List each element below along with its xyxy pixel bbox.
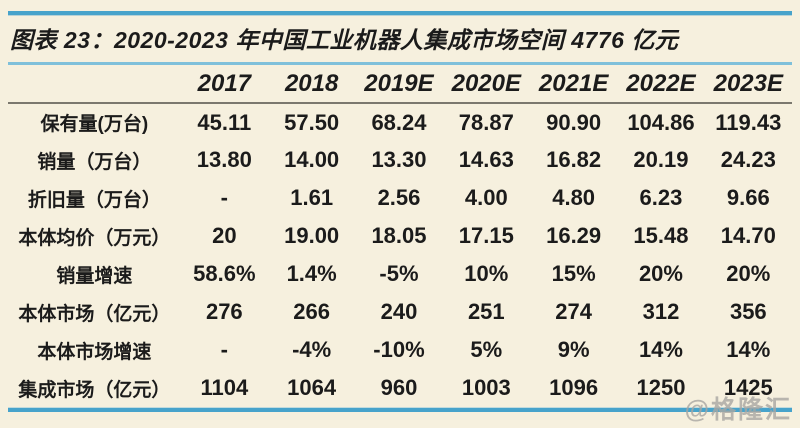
value-cell: 119.43 bbox=[715, 109, 782, 135]
value-cell: 266 bbox=[293, 299, 330, 324]
value-cell: 960 bbox=[380, 375, 418, 400]
table-top-line bbox=[8, 62, 792, 65]
table-row: 本体市场增速 - -4% -10% 5% 9% 14% 14% bbox=[8, 331, 792, 369]
value-cell: 1250 bbox=[636, 375, 686, 400]
row-label: 集成市场（亿元） bbox=[18, 379, 171, 401]
value-cell: 356 bbox=[729, 299, 767, 324]
table-row: 销量（万台） 13.80 14.00 13.30 14.63 16.82 20.19 24.2… bbox=[8, 141, 792, 179]
bottom-accent-line bbox=[8, 408, 792, 412]
value-cell: 16.29 bbox=[546, 223, 602, 248]
value-cell: 14% bbox=[638, 337, 683, 362]
value-cell: 78.87 bbox=[458, 109, 514, 135]
row-label: 折旧量（万台） bbox=[27, 189, 161, 211]
value-cell: 1104 bbox=[200, 375, 249, 400]
watermark: @格隆汇 bbox=[684, 396, 792, 424]
value-cell: 4.80 bbox=[552, 185, 596, 210]
value-cell: 6.23 bbox=[639, 185, 683, 210]
value-cell: 14.00 bbox=[284, 147, 340, 172]
value-cell: 19.00 bbox=[284, 223, 340, 248]
value-cell: 58.6% bbox=[193, 261, 256, 286]
table-body: 保有量(万台) 45.11 57.50 68.24 78.87 90.90 104.86 11… bbox=[8, 103, 792, 407]
table-row: 销量增速 58.6% 1.4% -5% 10% 15% 20% 20% bbox=[8, 255, 792, 293]
value-cell: 1096 bbox=[549, 375, 599, 400]
table-row: 本体均价（万元） 20 19.00 18.05 17.15 16.29 15.48 14.70 bbox=[8, 217, 792, 255]
value-cell: 312 bbox=[642, 299, 680, 324]
row-label: 本体市场增速 bbox=[37, 341, 152, 363]
value-cell: 24.23 bbox=[720, 147, 776, 172]
value-cell: 274 bbox=[555, 299, 592, 324]
value-cell: 14.70 bbox=[720, 223, 776, 248]
row-label: 销量增速 bbox=[56, 265, 133, 287]
year-column-header: 2019E bbox=[355, 65, 443, 104]
value-cell: 45.11 bbox=[197, 109, 252, 135]
value-cell: 251 bbox=[467, 299, 505, 324]
value-cell: 10% bbox=[464, 261, 509, 286]
value-cell: 68.24 bbox=[371, 109, 427, 135]
value-cell: 1003 bbox=[461, 375, 511, 400]
value-cell: -4% bbox=[292, 337, 332, 362]
table-row: 本体市场（亿元） 276 266 240 251 274 312 356 bbox=[8, 293, 792, 331]
value-cell: 18.05 bbox=[371, 223, 427, 248]
value-cell: 20.19 bbox=[633, 147, 689, 172]
value-cell: 16.82 bbox=[546, 147, 602, 172]
row-label: 保有量(万台) bbox=[40, 114, 149, 135]
value-cell: 240 bbox=[380, 299, 418, 324]
value-cell: 20% bbox=[726, 261, 771, 286]
value-cell: 14% bbox=[726, 337, 771, 362]
year-column-header: 2023E bbox=[704, 65, 792, 104]
value-cell: 5% bbox=[470, 337, 503, 362]
value-cell: 14.63 bbox=[458, 147, 514, 172]
value-cell: 17.15 bbox=[458, 223, 514, 248]
table-header: 2017 2018 2019E 2020E 2021E 2022E 2023E bbox=[8, 65, 792, 104]
value-cell: -10% bbox=[373, 337, 425, 362]
value-cell: 15.48 bbox=[633, 223, 689, 248]
value-cell: 1425 bbox=[723, 375, 773, 400]
row-label: 销量（万台） bbox=[37, 151, 152, 173]
value-cell: -5% bbox=[379, 261, 419, 286]
value-cell: 1.4% bbox=[286, 261, 337, 286]
label-column-header bbox=[8, 65, 181, 104]
value-cell: - bbox=[220, 185, 228, 210]
value-cell: 20 bbox=[212, 223, 237, 248]
value-cell: 13.80 bbox=[196, 147, 252, 172]
value-cell: 104.86 bbox=[627, 109, 695, 135]
value-cell: 1064 bbox=[287, 375, 337, 400]
row-label: 本体均价（万元） bbox=[18, 227, 171, 249]
value-cell: 57.50 bbox=[284, 109, 340, 135]
year-column-header: 2017 bbox=[180, 65, 268, 104]
value-cell: 15% bbox=[551, 261, 596, 286]
table-row: 保有量(万台) 45.11 57.50 68.24 78.87 90.90 104.86 11… bbox=[8, 103, 792, 141]
value-cell: 4.00 bbox=[464, 185, 508, 210]
value-cell: 2.56 bbox=[377, 185, 421, 210]
table-row: 折旧量（万台） - 1.61 2.56 4.00 4.80 6.23 9.66 bbox=[8, 179, 792, 217]
value-cell: 9% bbox=[557, 337, 590, 362]
year-column-header: 2018 bbox=[267, 65, 356, 104]
top-accent-line bbox=[8, 11, 792, 15]
row-label: 本体市场（亿元） bbox=[18, 303, 171, 325]
value-cell: 276 bbox=[205, 299, 243, 324]
value-cell: - bbox=[220, 337, 228, 362]
value-cell: 9.66 bbox=[726, 185, 770, 210]
value-cell: 13.30 bbox=[371, 147, 427, 172]
table-row: 集成市场（亿元） 1104 1064 960 1003 1096 1250 1425 bbox=[8, 369, 792, 407]
year-column-header: 2020E bbox=[442, 65, 530, 104]
value-cell: 90.90 bbox=[546, 109, 602, 135]
year-column-header: 2021E bbox=[529, 65, 618, 104]
year-column-header: 2022E bbox=[617, 65, 705, 104]
value-cell: 1.61 bbox=[290, 185, 334, 210]
value-cell: 20% bbox=[638, 261, 683, 286]
data-table: 2017 2018 2019E 2020E 2021E 2022E 2023E 保有量(万台… bbox=[8, 65, 792, 407]
figure-title: 图表 23：2020-2023 年中国工业机器人集成市场空间 4776 亿元 bbox=[10, 27, 679, 53]
header-row: 2017 2018 2019E 2020E 2021E 2022E 2023E bbox=[8, 65, 792, 104]
